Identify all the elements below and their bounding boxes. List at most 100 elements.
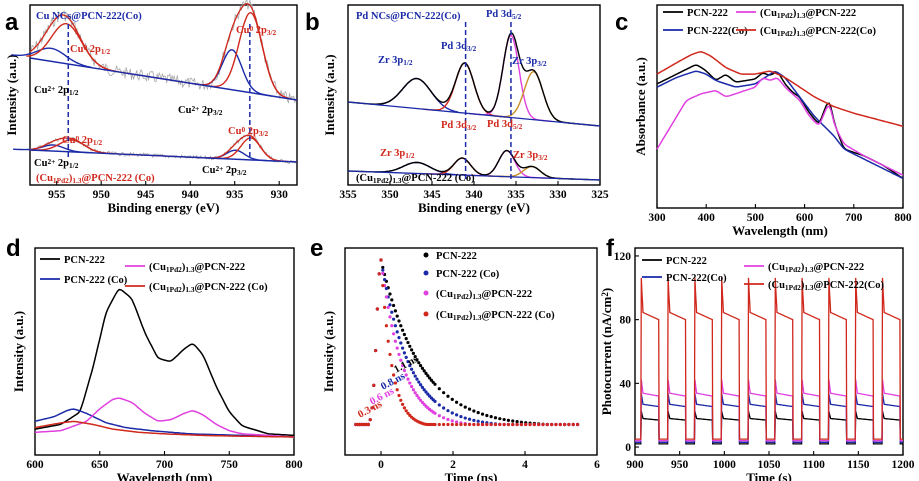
text-run: 2 xyxy=(178,285,182,294)
panel-c: 300 400 500 600 700 800 Wavelength (nm) Absorba… xyxy=(615,4,912,238)
text-run: Cu xyxy=(236,25,250,36)
plot-frame-c xyxy=(656,4,904,209)
data-point-e xyxy=(455,420,459,424)
data-point-e xyxy=(450,411,454,415)
data-point-e xyxy=(388,303,392,307)
data-point-e xyxy=(476,411,480,415)
x-axis-label-b: Binding energy (eV) xyxy=(418,200,530,215)
data-point-e xyxy=(419,398,423,402)
text-run: 2 xyxy=(600,292,610,297)
text-run: @PCN-222 xyxy=(195,262,246,273)
text-run: 1Pd xyxy=(373,176,385,185)
data-point-e xyxy=(390,324,394,328)
data-point-e xyxy=(408,344,412,348)
data-point-e xyxy=(404,409,408,413)
text-run: 1Pd xyxy=(166,265,178,274)
data-point-e xyxy=(404,337,408,341)
x-tick-label-a: 950 xyxy=(93,189,111,201)
text-run: 1.3 xyxy=(392,176,402,185)
data-point-e xyxy=(397,319,401,323)
data-point-e xyxy=(433,382,437,386)
data-point-e xyxy=(379,258,383,262)
x-tick-label-d: 700 xyxy=(156,459,174,471)
text-run: 2+ xyxy=(47,84,55,93)
data-point-e xyxy=(472,418,476,422)
data-point-e xyxy=(442,391,446,395)
panel-label-d: d xyxy=(6,235,21,262)
x-tick-label-d: 650 xyxy=(91,459,109,471)
data-point-e xyxy=(463,422,467,427)
series-line-d xyxy=(34,397,295,438)
data-point-e xyxy=(404,373,408,377)
y-axis-label-f: Photocurrent (nA/cm2) xyxy=(599,288,614,415)
panel-d: 600 650 700 750 800 Wavelength (nm) Intensity … xyxy=(6,235,303,481)
text-run: ) xyxy=(599,288,614,292)
panel-title-top-a: Cu NCs@PCN-222(Co) xyxy=(36,11,142,22)
data-point-e xyxy=(467,417,472,421)
data-point-e xyxy=(402,368,406,373)
text-run: 2+ xyxy=(215,164,223,173)
x-tick-label-c: 800 xyxy=(894,212,912,224)
text-run: Intensity (a.u.) xyxy=(322,54,337,135)
data-point-e xyxy=(381,284,385,288)
text-run: Pd NCs@PCN-222(Co) xyxy=(356,11,461,22)
text-run: 2+ xyxy=(191,104,199,113)
data-point-e xyxy=(417,361,421,365)
data-point-e xyxy=(446,409,450,413)
data-point-e xyxy=(450,397,454,401)
data-point-e xyxy=(472,422,476,427)
series-line-f xyxy=(635,411,903,445)
peak-annotation-a: Cu2+ 2p3/2 xyxy=(178,104,223,118)
x-tick-label-c: 300 xyxy=(648,212,666,224)
data-point-e xyxy=(404,355,408,359)
text-run: 1Pd xyxy=(453,313,465,322)
data-point-e xyxy=(366,422,370,427)
plot-frame-a xyxy=(29,4,298,186)
text-run: 3/2 xyxy=(259,129,269,138)
data-point-e xyxy=(446,417,450,422)
data-point-e xyxy=(498,417,502,421)
text-run: 2 xyxy=(65,176,69,185)
text-run: 0 xyxy=(83,43,87,52)
text-run: 0 xyxy=(75,134,79,143)
data-point-e xyxy=(383,305,387,309)
y-tick-label-f: 0 xyxy=(625,442,631,454)
legend-label-f: (Cu1Pd2)1.3@PCN-222 xyxy=(768,262,864,274)
data-point-e xyxy=(397,393,401,398)
data-point-e xyxy=(476,419,480,423)
text-run: 1Pd xyxy=(785,283,797,292)
text-run: (Cu xyxy=(149,262,166,273)
text-run: (Cu xyxy=(36,173,53,184)
text-run: Pd 3d xyxy=(441,120,467,131)
panel-title-bottom-b: (Cu1Pd2)1.3@PCN-222 (Co) xyxy=(356,173,475,185)
data-point-e xyxy=(401,346,405,350)
x-tick-label-b: 330 xyxy=(549,189,567,201)
legend-label-e: (Cu1Pd2)1.3@PCN-222 (Co) xyxy=(436,310,555,322)
x-axis-label-c: Wavelength (nm) xyxy=(732,223,828,238)
data-point-e xyxy=(437,387,441,391)
data-point-e xyxy=(395,330,399,334)
x-tick-label-b: 325 xyxy=(591,189,609,201)
data-point-e xyxy=(411,351,415,355)
text-run: 2p xyxy=(55,158,69,169)
x-tick-label-a: 940 xyxy=(182,189,200,201)
x-axis-label-e: Time (ns) xyxy=(445,470,498,481)
legend-swatch-e xyxy=(423,311,429,317)
fit-envelope-b xyxy=(347,32,600,127)
text-run: 1Pd xyxy=(785,265,797,274)
data-point-e xyxy=(420,366,424,370)
text-run: 1.3 xyxy=(185,265,195,274)
legend-label-e: PCN-222 (Co) xyxy=(436,269,500,280)
text-run: 1Pd xyxy=(777,11,789,20)
x-axis-label-a: Binding energy (eV) xyxy=(108,200,220,215)
text-run: Pd 3d xyxy=(441,41,467,52)
data-point-e xyxy=(459,414,463,419)
text-run: PCN-222 xyxy=(687,8,728,19)
text-run: @PCN-222 xyxy=(482,289,533,300)
x-tick-label-b: 350 xyxy=(381,189,399,201)
data-point-e xyxy=(411,371,415,375)
text-run: ) xyxy=(793,8,797,19)
data-point-e xyxy=(480,412,485,416)
data-point-e xyxy=(372,383,376,387)
